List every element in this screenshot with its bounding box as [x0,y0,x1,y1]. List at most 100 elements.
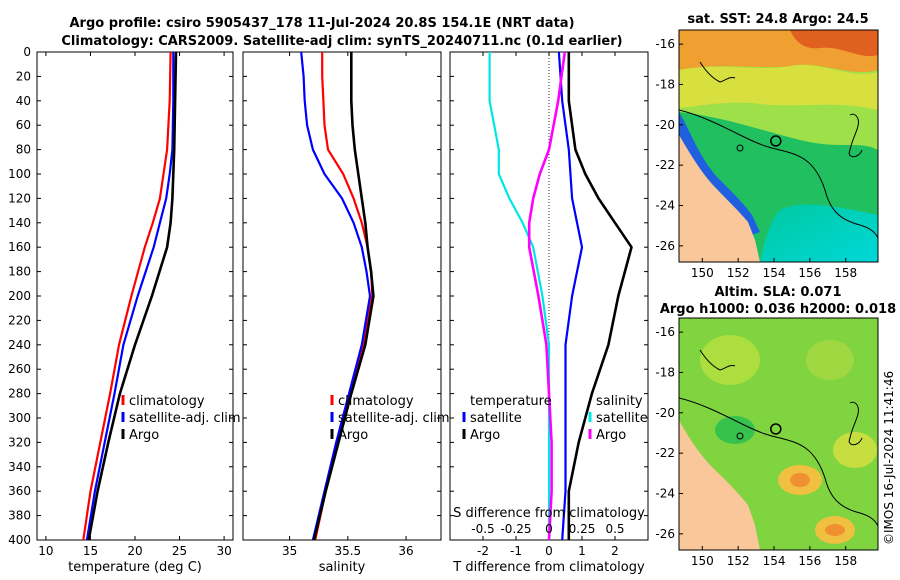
map-x-tick-label: 154 [763,266,786,280]
map-y-tick-label: -18 [655,365,675,379]
s-tick-label: 0.5 [605,522,624,536]
sst-map [679,30,878,262]
sla-bathymetry-contour [679,397,878,527]
sst-hot-region [790,30,878,57]
sla-map-frame [678,317,879,551]
y-tick-label: 380 [8,509,31,523]
temperature-xlabel: temperature (deg C) [68,560,202,575]
map-y-tick-label: -18 [655,77,675,91]
sla-anomaly-blob [715,416,755,444]
legend-label-temp-argo: Argo [470,428,500,443]
difference-xlabel-top: S difference from climatology [453,506,645,521]
series-climatology [82,52,172,540]
y-tick-label: 360 [8,484,31,498]
map-x-tick-label: 152 [727,266,750,280]
map-x-tick-label: 158 [834,266,857,280]
series-salinity-satellite [488,52,551,540]
sst-land [679,135,760,262]
salinity-legend: climatology satellite-adj. clim Argo [330,394,450,443]
map-y-tick-label: -16 [655,325,675,339]
series-satellite-adj-clim [300,52,372,540]
sla-map-title: Altim. SLA: 0.071 [715,285,842,300]
title-line-1: Argo profile: csiro 5905437_178 11-Jul-2… [69,16,574,31]
x-tick-label: -2 [477,544,489,558]
y-tick-label: 200 [8,289,31,303]
map-x-tick-label: 150 [691,266,714,280]
sla-anomaly-blob [806,340,854,380]
map-y-tick-label: -20 [655,406,675,420]
x-tick-label: 25 [172,544,187,558]
map-y-tick-label: -26 [655,527,675,541]
sst-bathymetry-contour [679,109,878,239]
y-tick-label: 40 [16,94,31,108]
y-tick-label: 180 [8,265,31,279]
s-tick-label: 0 [545,522,553,536]
series-salinity-argo [527,52,567,540]
x-tick-label: 15 [83,544,98,558]
sla-land [679,420,760,550]
x-tick-label: 20 [127,544,142,558]
x-tick-label: 2 [611,544,619,558]
series-temperature-satellite [557,52,584,540]
sla-argo-location [770,423,782,435]
map-x-tick-label: 156 [798,266,821,280]
sst-island-contour [699,61,736,83]
y-tick-label: 220 [8,313,31,327]
legend-label-sal-satellite: satellite [596,411,648,426]
sla-island-marker [736,432,744,440]
legend-title-temperature: temperature [470,394,552,409]
map-x-tick-label: 154 [763,554,786,568]
salinity-axes [242,51,442,541]
s-tick-label: 0.25 [569,522,596,536]
x-tick-label: 35 [282,544,297,558]
y-tick-label: 240 [8,338,31,352]
map-y-tick-label: -24 [655,487,675,501]
legend-label-sal-argo: Argo [596,428,626,443]
sst-map-title: sat. SST: 24.8 Argo: 24.5 [687,12,868,27]
sst-cyan-region [760,204,878,262]
x-tick-label: -1 [510,544,522,558]
sla-reef-contour [848,401,863,446]
legend-label-argo: Argo [338,428,368,443]
sst-map-frame [678,29,879,263]
y-tick-label: 100 [8,167,31,181]
legend-label-argo: Argo [129,428,159,443]
legend-title-salinity: salinity [596,394,643,409]
y-tick-label: 300 [8,411,31,425]
salinity-xlabel: salinity [319,560,366,575]
legend-label-climatology: climatology [129,394,205,409]
y-tick-label: 80 [16,143,31,157]
series-argo [87,52,178,540]
map-y-tick-label: -20 [655,118,675,132]
map-x-tick-label: 152 [727,554,750,568]
sla-anomaly-core [790,473,810,487]
y-tick-label: 140 [8,216,31,230]
map-y-tick-label: -26 [655,239,675,253]
title-line-2: Climatology: CARS2009. Satellite-adj cli… [61,34,622,49]
map-x-tick-label: 158 [834,554,857,568]
sla-island-contour [699,349,736,371]
x-tick-label: 1 [578,544,586,558]
y-tick-label: 0 [23,45,31,59]
map-y-tick-label: -22 [655,158,675,172]
difference-legend: temperature satellite Argo salinity sate… [462,394,648,443]
map-y-tick-label: -16 [655,37,675,51]
series-satellite-adj-clim [85,52,175,540]
series-temperature-argo [567,52,633,540]
x-tick-label: 35.5 [334,544,361,558]
sst-island-marker [736,144,744,152]
sla-anomaly-blob [833,432,877,468]
map-x-tick-label: 150 [691,554,714,568]
x-tick-label: 30 [216,544,231,558]
sla-map-subtitle: Argo h1000: 0.036 h2000: 0.018 [660,302,896,317]
sst-reef-contour [848,113,863,158]
sst-yellow-band [679,64,878,110]
y-tick-label: 400 [8,533,31,547]
y-tick-label: 20 [16,69,31,83]
y-tick-label: 320 [8,435,31,449]
sst-argo-location [770,135,782,147]
x-tick-label: 0 [545,544,553,558]
sla-anomaly-blob [700,335,760,385]
y-tick-label: 340 [8,460,31,474]
